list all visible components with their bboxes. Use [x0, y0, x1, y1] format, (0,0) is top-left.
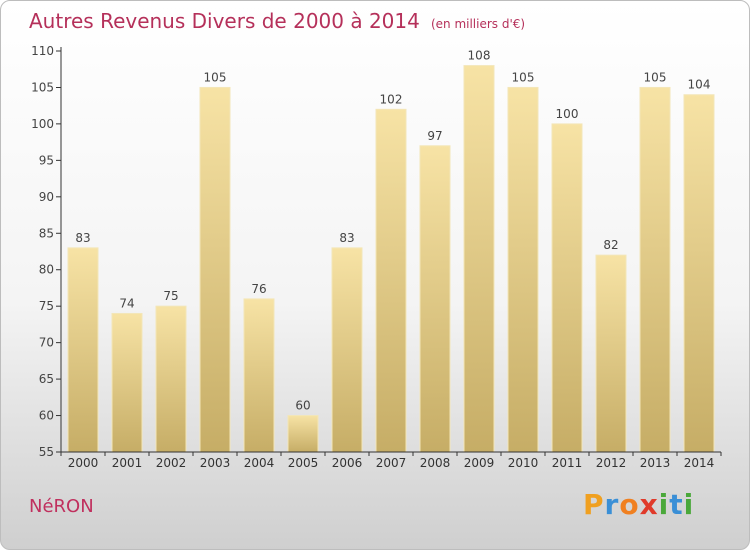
y-tick-label-80: 80 [39, 263, 54, 277]
x-tick-label-2014: 2014 [684, 456, 715, 470]
value-label-2004: 76 [251, 282, 266, 296]
logo-letter: x [639, 488, 659, 521]
value-label-2010: 105 [512, 70, 535, 84]
bar-2004 [243, 298, 275, 453]
value-label-2002: 75 [163, 289, 178, 303]
bar-2014 [683, 94, 715, 453]
x-tick-label-2003: 2003 [200, 456, 231, 470]
x-tick-label-2001: 2001 [112, 456, 143, 470]
bar-2010 [507, 86, 539, 453]
bar-2000 [67, 247, 99, 453]
x-tick-label-2004: 2004 [244, 456, 275, 470]
x-tick-label-2006: 2006 [332, 456, 363, 470]
value-label-2009: 108 [468, 49, 491, 63]
y-tick-label-60: 60 [39, 409, 54, 423]
value-label-2005: 60 [295, 399, 310, 413]
y-tick-label-65: 65 [39, 372, 54, 386]
value-label-2008: 97 [427, 129, 442, 143]
proxiti-logo: Proxiti [583, 488, 694, 521]
value-label-2012: 82 [603, 238, 618, 252]
x-tick-label-2002: 2002 [156, 456, 187, 470]
value-label-2007: 102 [380, 92, 403, 106]
x-tick-label-2011: 2011 [552, 456, 583, 470]
logo-letter: t [669, 488, 684, 521]
value-label-2014: 104 [688, 78, 711, 92]
value-label-2013: 105 [644, 70, 667, 84]
x-tick-label-2005: 2005 [288, 456, 319, 470]
y-tick-label-90: 90 [39, 190, 54, 204]
x-tick-label-2012: 2012 [596, 456, 627, 470]
x-tick-label-2013: 2013 [640, 456, 671, 470]
y-tick-label-70: 70 [39, 336, 54, 350]
logo-letter: P [583, 488, 605, 521]
value-label-2001: 74 [119, 296, 134, 310]
x-tick-label-2010: 2010 [508, 456, 539, 470]
y-tick-label-105: 105 [31, 80, 54, 94]
y-tick-label-55: 55 [39, 445, 54, 459]
bar-2013 [639, 86, 671, 453]
bar-2009 [463, 65, 495, 453]
bar-2002 [155, 305, 187, 453]
y-tick-label-95: 95 [39, 153, 54, 167]
bar-2006 [331, 247, 363, 453]
bar-2011 [551, 123, 583, 453]
title-text: Autres Revenus Divers de 2000 à 2014 [29, 9, 420, 33]
value-label-2011: 100 [556, 107, 579, 121]
location-name: NéRON [29, 496, 94, 517]
x-tick-label-2009: 2009 [464, 456, 495, 470]
bar-2012 [595, 254, 627, 453]
bar-2001 [111, 312, 143, 453]
logo-letter: r [604, 488, 620, 521]
value-label-2000: 83 [75, 231, 90, 245]
logo-letter: o [619, 488, 640, 521]
y-tick-label-110: 110 [31, 44, 54, 58]
x-tick-label-2008: 2008 [420, 456, 451, 470]
x-tick-label-2000: 2000 [68, 456, 99, 470]
bar-2008 [419, 145, 451, 453]
logo-letter: i [683, 488, 695, 521]
value-label-2003: 105 [204, 70, 227, 84]
y-tick-label-75: 75 [39, 299, 54, 313]
bar-2003 [199, 86, 231, 453]
chart-title: Autres Revenus Divers de 2000 à 2014 (en… [29, 9, 525, 33]
logo-letter: i [658, 488, 670, 521]
y-tick-label-100: 100 [31, 117, 54, 131]
value-label-2006: 83 [339, 231, 354, 245]
bar-2007 [375, 108, 407, 453]
bar-2005 [287, 415, 319, 453]
y-tick-label-85: 85 [39, 226, 54, 240]
x-tick-label-2007: 2007 [376, 456, 407, 470]
unit-label: (en milliers d'€) [430, 17, 526, 31]
